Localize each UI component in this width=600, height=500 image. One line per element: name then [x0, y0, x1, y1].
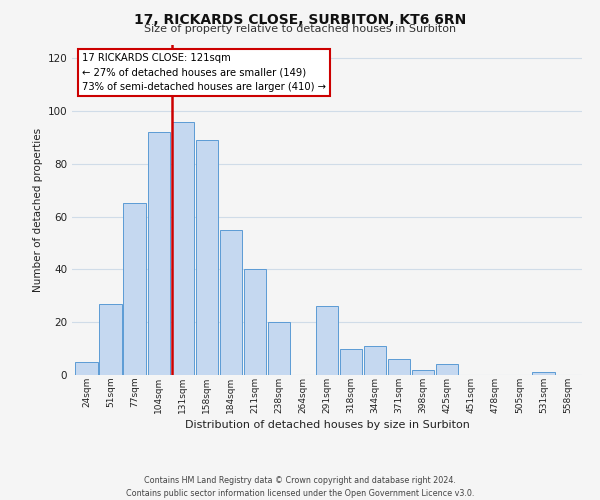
Bar [268, 322, 290, 375]
Bar [340, 348, 362, 375]
Bar [76, 362, 98, 375]
Bar [148, 132, 170, 375]
Text: Contains HM Land Registry data © Crown copyright and database right 2024.
Contai: Contains HM Land Registry data © Crown c… [126, 476, 474, 498]
Text: 17 RICKARDS CLOSE: 121sqm
← 27% of detached houses are smaller (149)
73% of semi: 17 RICKARDS CLOSE: 121sqm ← 27% of detac… [82, 53, 326, 92]
Bar [532, 372, 554, 375]
Bar [364, 346, 386, 375]
Bar [196, 140, 218, 375]
X-axis label: Distribution of detached houses by size in Surbiton: Distribution of detached houses by size … [185, 420, 469, 430]
Bar [412, 370, 434, 375]
Bar [124, 204, 146, 375]
Bar [388, 359, 410, 375]
Bar [220, 230, 242, 375]
Bar [100, 304, 122, 375]
Y-axis label: Number of detached properties: Number of detached properties [33, 128, 43, 292]
Bar [436, 364, 458, 375]
Bar [244, 270, 266, 375]
Bar [316, 306, 338, 375]
Text: Size of property relative to detached houses in Surbiton: Size of property relative to detached ho… [144, 24, 456, 34]
Text: 17, RICKARDS CLOSE, SURBITON, KT6 6RN: 17, RICKARDS CLOSE, SURBITON, KT6 6RN [134, 12, 466, 26]
Bar [172, 122, 194, 375]
